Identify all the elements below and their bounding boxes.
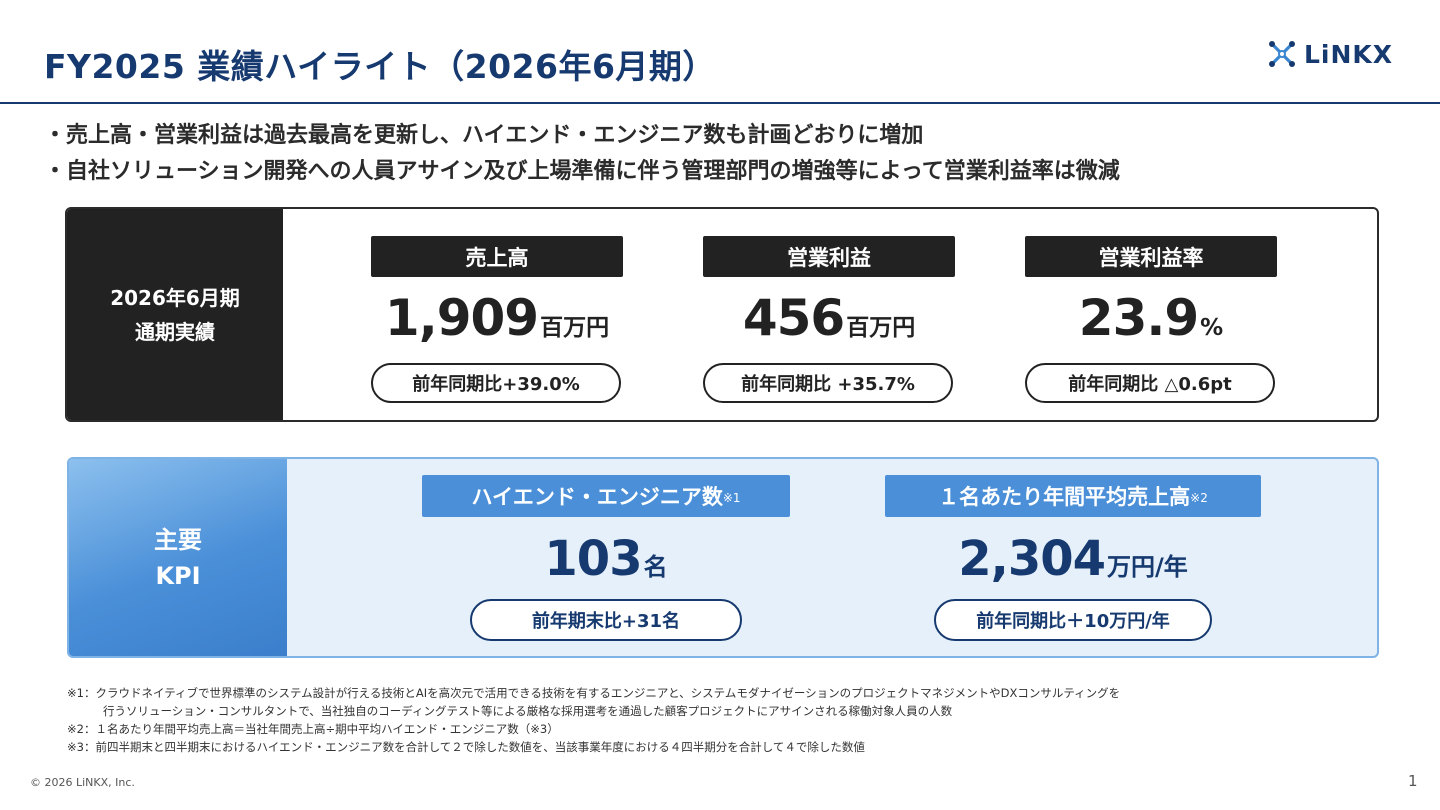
annual-results-panel: 2026年6月期 通期実績 売上高 1,909 百万円 前年同期比+39.0% … [65, 207, 1379, 422]
kpi-number: 2,304 [958, 531, 1106, 587]
logo-text: LiNKX [1304, 39, 1394, 69]
company-logo: LiNKX [1266, 36, 1406, 72]
kpi-unit: 万円/年 [1107, 553, 1188, 581]
metric-label: 売上高 [371, 236, 623, 277]
copyright: © 2026 LiNKX, Inc. [30, 776, 135, 789]
footnote: ※2：１名あたり年間平均売上高＝当社年間売上高÷期中平均ハイエンド・エンジニア数… [67, 722, 559, 736]
metric-operating-profit: 営業利益 456 百万円 前年同期比 +35.7% [703, 236, 955, 403]
metric-unit: % [1200, 315, 1224, 341]
title-divider [0, 102, 1440, 104]
kpi-unit: 名 [643, 553, 668, 581]
kpi-comparison: 前年同期比＋10万円/年 [934, 599, 1212, 641]
kpi-metric-value: 2,304 万円/年 [885, 531, 1261, 593]
metric-unit: 百万円 [846, 315, 916, 341]
kpi-label: 主要 [154, 525, 202, 554]
metric-label: 営業利益 [703, 236, 955, 277]
footnote: ※1：クラウドネイティブで世界標準のシステム設計が行える技術とAIを高次元で活用… [67, 686, 1121, 700]
period-label: 2026年6月期 [110, 285, 240, 310]
metric-unit: 百万円 [540, 315, 610, 341]
metric-comparison: 前年同期比 △0.6pt [1025, 363, 1275, 403]
footnote: ※3：前四半期末と四半期末におけるハイエンド・エンジニア数を合計して２で除した数… [67, 740, 865, 754]
metric-operating-margin: 営業利益率 23.9 % 前年同期比 △0.6pt [1025, 236, 1277, 403]
kpi-comparison: 前年期末比+31名 [470, 599, 742, 641]
footnote-ref: ※1 [722, 491, 741, 505]
kpi-label-text: ハイエンド・エンジニア数 [471, 485, 723, 509]
kpi-metric-label: １名あたり年間平均売上高 ※2 [885, 475, 1261, 517]
bullet-item: ・売上高・営業利益は過去最高を更新し、ハイエンド・エンジニア数も計画どおりに増加 [44, 123, 924, 148]
period-sublabel: 通期実績 [135, 319, 215, 344]
metric-value: 1,909 百万円 [371, 289, 623, 355]
metric-revenue: 売上高 1,909 百万円 前年同期比+39.0% [371, 236, 623, 403]
kpi-metric-label: ハイエンド・エンジニア数 ※1 [422, 475, 790, 517]
page-title: FY2025 業績ハイライト（2026年6月期） [44, 47, 716, 86]
metric-number: 1,909 [384, 289, 539, 347]
kpi-metric-value: 103 名 [422, 531, 790, 593]
footnote-continued: 行うソリューション・コンサルタントで、当社独自のコーディングテスト等による厳格な… [103, 704, 953, 718]
kpi-revenue-per-engineer: １名あたり年間平均売上高 ※2 2,304 万円/年 前年同期比＋10万円/年 [885, 475, 1261, 641]
kpi-panel: 主要 KPI ハイエンド・エンジニア数 ※1 103 名 前年期末比+31名 １… [67, 457, 1379, 658]
kpi-label-text: １名あたり年間平均売上高 [938, 485, 1191, 509]
results-period-label: 2026年6月期 通期実績 [67, 209, 283, 420]
footnotes: ※1：クラウドネイティブで世界標準のシステム設計が行える技術とAIを高次元で活用… [67, 684, 1120, 756]
metric-label: 営業利益率 [1025, 236, 1277, 277]
linkx-mark-icon [1269, 41, 1295, 67]
metric-comparison: 前年同期比 +35.7% [703, 363, 953, 403]
metric-number: 23.9 [1078, 289, 1199, 347]
kpi-number: 103 [544, 531, 642, 587]
bullet-item: ・自社ソリューション開発への人員アサイン及び上場準備に伴う管理部門の増強等によっ… [44, 159, 1120, 184]
metric-value: 456 百万円 [703, 289, 955, 355]
page-number: 1 [1408, 772, 1418, 790]
kpi-label-block: 主要 KPI [69, 459, 287, 656]
metric-comparison: 前年同期比+39.0% [371, 363, 621, 403]
metric-value: 23.9 % [1025, 289, 1277, 355]
summary-bullets: ・売上高・営業利益は過去最高を更新し、ハイエンド・エンジニア数も計画どおりに増加… [44, 118, 1120, 190]
kpi-sublabel: KPI [155, 561, 201, 590]
footnote-ref: ※2 [1190, 491, 1208, 505]
kpi-engineers: ハイエンド・エンジニア数 ※1 103 名 前年期末比+31名 [422, 475, 790, 641]
metric-number: 456 [742, 289, 845, 347]
